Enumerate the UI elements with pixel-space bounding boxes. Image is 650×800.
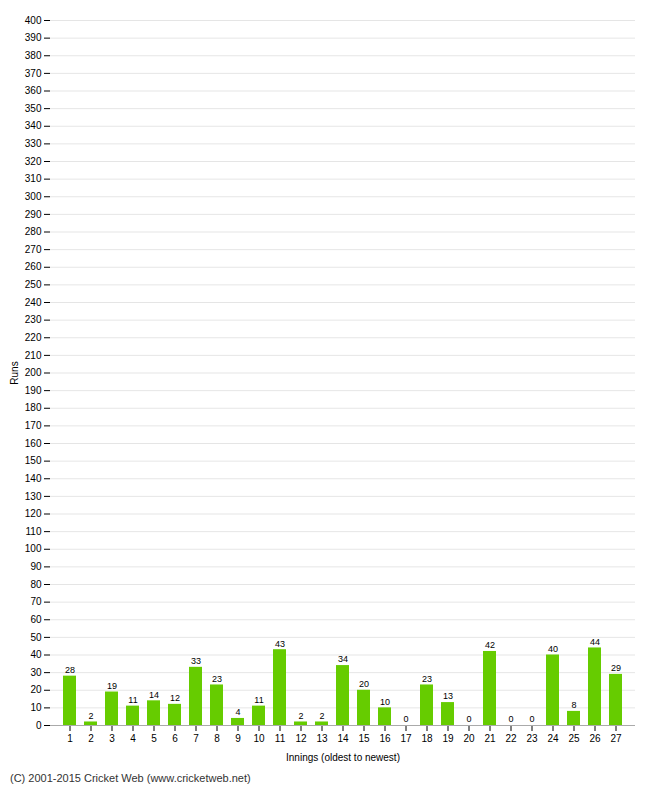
svg-text:Innings (oldest to newest): Innings (oldest to newest) (286, 752, 400, 763)
svg-text:120: 120 (25, 508, 42, 519)
svg-text:5: 5 (151, 733, 157, 744)
svg-text:7: 7 (193, 733, 199, 744)
svg-text:8: 8 (571, 700, 576, 710)
svg-text:0: 0 (36, 720, 42, 731)
svg-text:20: 20 (463, 733, 475, 744)
svg-text:170: 170 (25, 420, 42, 431)
svg-text:2: 2 (88, 711, 93, 721)
svg-text:13: 13 (443, 691, 453, 701)
svg-text:220: 220 (25, 332, 42, 343)
svg-text:13: 13 (316, 733, 328, 744)
svg-text:350: 350 (25, 103, 42, 114)
svg-text:60: 60 (30, 614, 42, 625)
svg-text:14: 14 (149, 690, 159, 700)
svg-text:130: 130 (25, 491, 42, 502)
svg-text:160: 160 (25, 438, 42, 449)
svg-text:14: 14 (337, 733, 349, 744)
svg-text:34: 34 (338, 654, 348, 664)
svg-text:250: 250 (25, 279, 42, 290)
svg-text:270: 270 (25, 244, 42, 255)
svg-text:2: 2 (298, 711, 303, 721)
svg-text:16: 16 (379, 733, 391, 744)
svg-text:44: 44 (590, 637, 600, 647)
svg-text:110: 110 (26, 526, 42, 537)
svg-text:2: 2 (88, 733, 94, 744)
svg-text:11: 11 (254, 695, 263, 705)
svg-text:370: 370 (25, 68, 42, 79)
svg-text:11: 11 (275, 733, 286, 744)
svg-text:42: 42 (485, 640, 495, 650)
svg-text:20: 20 (359, 679, 369, 689)
svg-text:260: 260 (25, 261, 42, 272)
svg-text:23: 23 (422, 674, 432, 684)
svg-text:33: 33 (191, 656, 201, 666)
svg-text:6: 6 (172, 733, 178, 744)
svg-text:9: 9 (235, 733, 241, 744)
svg-text:24: 24 (547, 733, 559, 744)
svg-text:26: 26 (589, 733, 601, 744)
svg-text:Runs: Runs (9, 361, 20, 384)
svg-text:40: 40 (30, 649, 42, 660)
svg-text:4: 4 (235, 707, 240, 717)
svg-text:23: 23 (212, 674, 222, 684)
svg-text:11: 11 (128, 695, 137, 705)
svg-text:210: 210 (25, 350, 42, 361)
svg-text:190: 190 (25, 385, 42, 396)
svg-text:19: 19 (107, 681, 117, 691)
svg-text:22: 22 (505, 733, 517, 744)
svg-text:340: 340 (25, 120, 42, 131)
svg-text:10: 10 (253, 733, 265, 744)
svg-text:240: 240 (25, 297, 42, 308)
svg-text:12: 12 (170, 693, 180, 703)
svg-text:70: 70 (30, 596, 42, 607)
svg-text:80: 80 (30, 579, 42, 590)
svg-text:300: 300 (25, 191, 42, 202)
svg-text:29: 29 (611, 663, 621, 673)
svg-text:17: 17 (400, 733, 412, 744)
svg-text:0: 0 (508, 714, 513, 724)
svg-text:200: 200 (25, 367, 42, 378)
svg-text:19: 19 (442, 733, 454, 744)
svg-text:20: 20 (30, 684, 42, 695)
svg-text:21: 21 (484, 733, 496, 744)
svg-text:10: 10 (30, 702, 42, 713)
svg-text:23: 23 (526, 733, 538, 744)
svg-text:140: 140 (25, 473, 42, 484)
svg-text:400: 400 (25, 15, 42, 26)
svg-text:18: 18 (421, 733, 433, 744)
svg-text:310: 310 (25, 173, 42, 184)
svg-text:0: 0 (403, 714, 408, 724)
svg-text:30: 30 (30, 667, 42, 678)
svg-text:27: 27 (610, 733, 622, 744)
svg-text:280: 280 (25, 226, 42, 237)
svg-text:4: 4 (130, 733, 136, 744)
svg-text:15: 15 (358, 733, 370, 744)
svg-text:330: 330 (25, 138, 42, 149)
svg-text:50: 50 (30, 632, 42, 643)
svg-text:230: 230 (25, 314, 42, 325)
svg-text:390: 390 (25, 32, 42, 43)
svg-text:10: 10 (380, 697, 390, 707)
svg-text:0: 0 (529, 714, 534, 724)
html-text:(C) 2001-2015 Cricket Web (www: (C) 2001-2015 Cricket Web (www.cricketwe… (10, 772, 251, 784)
svg-text:380: 380 (25, 50, 42, 61)
svg-text:25: 25 (568, 733, 580, 744)
svg-text:90: 90 (30, 561, 42, 572)
svg-text:12: 12 (295, 733, 307, 744)
svg-text:290: 290 (25, 209, 42, 220)
svg-text:3: 3 (109, 733, 115, 744)
svg-text:2: 2 (319, 711, 324, 721)
svg-text:1: 1 (67, 733, 73, 744)
svg-text:150: 150 (25, 455, 42, 466)
svg-text:40: 40 (548, 644, 558, 654)
svg-text:320: 320 (25, 156, 42, 167)
svg-text:8: 8 (214, 733, 220, 744)
svg-text:180: 180 (25, 402, 42, 413)
svg-text:28: 28 (65, 665, 75, 675)
svg-text:0: 0 (466, 714, 471, 724)
svg-text:43: 43 (275, 639, 285, 649)
svg-text:360: 360 (25, 85, 42, 96)
svg-text:100: 100 (25, 543, 42, 554)
